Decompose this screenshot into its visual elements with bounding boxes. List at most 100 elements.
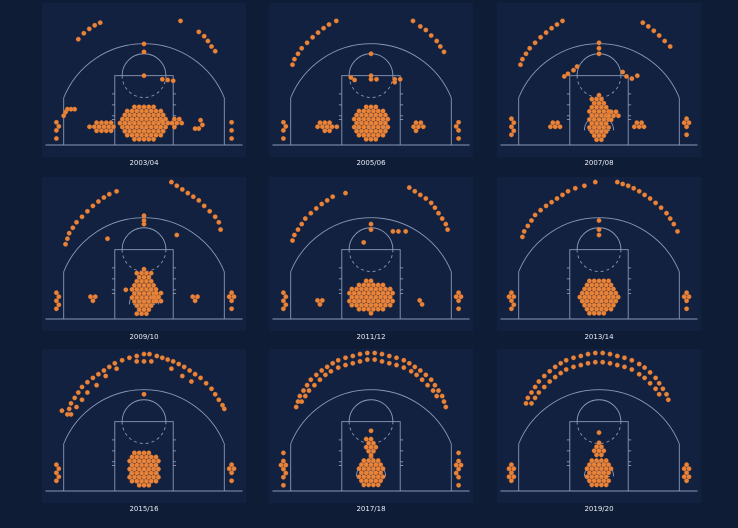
shot-marker [622,364,627,370]
shot-marker [146,112,152,118]
shot-marker [380,132,386,138]
shot-marker [456,466,462,472]
shot-marker [578,353,584,359]
shot-marker [560,18,565,24]
free-throw-circle-top [348,399,394,422]
shot-marker [229,470,235,476]
shot-marker [373,120,379,126]
shot-marker [589,121,595,126]
shot-marker [563,367,569,372]
shot-marker [357,351,363,357]
shot-marker [508,478,514,484]
shot-marker [56,474,62,480]
shot-marker [561,73,567,79]
shot-marker [141,120,147,126]
shot-marker [141,358,147,364]
season-label: 2017/18 [356,505,386,513]
shot-marker [368,470,374,476]
shot-marker [70,225,76,231]
shot-marker [420,124,426,130]
shot-marker [456,306,462,312]
shot-marker [226,466,232,472]
shot-marker [368,428,374,434]
shot-marker [90,298,96,304]
free-throw-circle-top [121,53,167,76]
shot-marker [358,120,364,126]
shot-marker [141,282,147,288]
shot-marker [153,116,159,122]
shot-marker [195,294,200,300]
shot-marker [518,62,523,68]
shot-marker [615,294,621,300]
shot-marker [148,303,154,309]
shot-marker [358,128,364,134]
shot-marker [134,132,140,138]
shot-marker [136,450,142,456]
shot-marker [554,196,560,201]
shot-marker [508,116,514,122]
shot-marker [552,374,558,380]
shot-marker [368,120,374,126]
shot-marker [363,478,369,484]
shot-marker [363,286,369,292]
shot-marker [159,76,165,82]
shot-marker [146,274,152,280]
shots [280,185,464,316]
shot-marker [129,124,135,130]
shot-marker [169,120,175,126]
shot-marker [586,108,592,114]
shot-marker [212,391,218,397]
shot-marker [565,188,571,194]
shot-marker [608,117,614,123]
shot-marker [280,474,286,480]
shot-marker [319,124,325,130]
shot-marker [74,404,79,410]
shot-marker [101,195,107,200]
shot-marker [370,108,376,114]
shot-marker [373,294,379,300]
shot-marker [148,270,154,276]
shot-marker [134,303,140,309]
shot-marker [653,200,659,206]
shot-marker [105,236,110,242]
shot-marker [324,197,330,203]
shot-marker [372,357,378,363]
shot-marker [640,20,646,26]
shot-marker [90,375,96,381]
shot-marker [589,458,595,464]
shot-marker [79,397,85,403]
paint [569,249,629,320]
shot-marker [124,108,130,114]
shot-marker [358,470,364,476]
shot-marker [99,120,104,126]
shot-marker [141,450,147,456]
shot-marker [366,458,372,464]
shot-marker [302,393,308,399]
shot-marker [283,123,289,129]
shot-marker [134,108,140,114]
shot-marker [324,364,330,370]
shot-marker [143,454,149,460]
shot-marker [333,18,339,24]
shot-marker [434,38,440,44]
court-lines [500,389,698,492]
shot-marker [188,379,194,384]
shot-marker [356,282,362,288]
shot-marker [600,350,606,356]
shot-marker [357,358,363,364]
shot-marker [456,298,462,304]
shot-marker [212,48,218,54]
shot-marker [596,45,602,51]
shot-marker [375,116,381,122]
shot-marker [368,478,374,484]
shot-marker [439,393,445,399]
shot-marker [406,185,412,191]
shot-marker [598,466,604,472]
shot-marker [594,121,600,126]
shot-marker [549,199,555,205]
shot-marker [584,282,590,288]
shot-marker [634,73,640,79]
shot-marker [146,450,152,456]
shot-marker [124,124,130,130]
shot-marker [136,120,142,126]
